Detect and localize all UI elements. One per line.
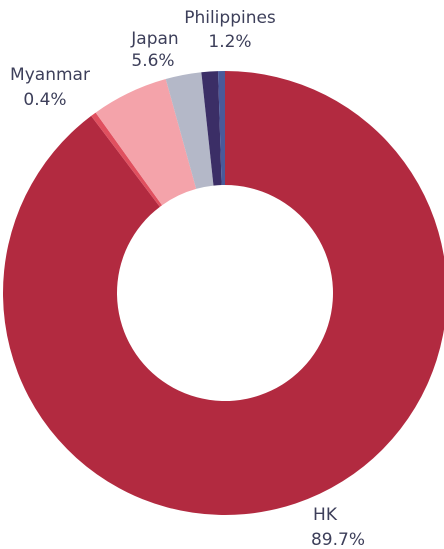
donut-segment — [95, 79, 197, 206]
value-label: 89.7% — [311, 530, 365, 549]
donut-segment — [91, 112, 163, 207]
donut-segment — [165, 72, 214, 189]
value-label: 5.6% — [131, 51, 174, 71]
category-label: Japan — [130, 29, 178, 49]
donut-segment — [218, 71, 225, 186]
category-label: Myanmar — [10, 65, 90, 85]
donut-segment — [201, 71, 222, 186]
category-label: HK — [313, 505, 338, 525]
value-label: 0.4% — [23, 90, 66, 110]
value-label: 1.2% — [208, 32, 251, 52]
donut-segment — [3, 71, 444, 515]
category-label: Philippines — [184, 8, 276, 28]
